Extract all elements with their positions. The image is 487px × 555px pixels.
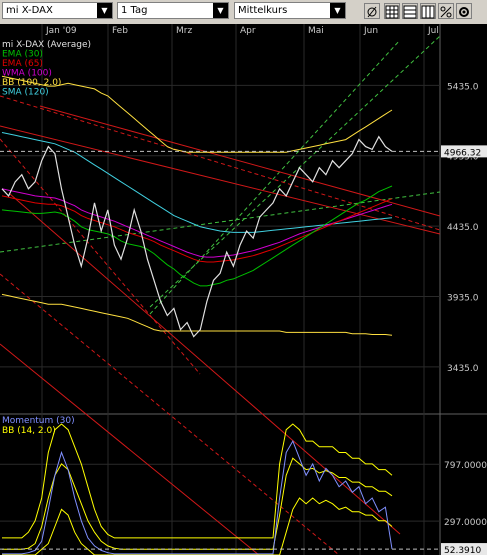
legend-entry: SMA (120) [2,88,49,98]
trend-line [149,35,441,308]
bb-upper-band [1,75,393,153]
momentum-legend-entry: BB (14, 2.0) [2,426,56,436]
month-label: Feb [112,26,128,36]
bb-lower-band [1,293,393,336]
grid-button-1[interactable] [384,3,400,19]
legend-entry: BB (100, 2.0) [2,78,61,88]
last-price-box [441,145,487,158]
month-label: Apr [240,26,256,36]
momentum-legend-entry: Momentum (30) [2,416,75,426]
stock-chart[interactable]: Jan '09 Feb Mrz Apr Mai Jun Jul 5435.0 4935.0 443… [0,24,487,555]
wma-100-line [1,188,393,258]
momentum-tick-label: 797.0000 [444,461,487,471]
price-tick-label: 5435.0 [447,82,479,92]
momentum-bb-upper [2,423,393,539]
month-label: Jan '09 [45,26,77,36]
price-tick-label: 3935.0 [447,293,479,303]
percent-button[interactable] [438,3,454,19]
grid-icon [385,5,399,19]
instrument-select-value: mi X-DAX [6,5,53,16]
momentum-line [2,439,393,555]
legend-entry: EMA (65) [2,59,43,69]
legend-entry: mi X-DAX (Average) [2,40,91,50]
price-line [1,135,393,338]
grid-button-3[interactable] [420,3,436,19]
period-select[interactable]: 1 Tag ▼ [117,2,229,19]
trend-line [9,193,401,535]
month-label: Jun [363,26,378,36]
settings-button[interactable] [456,3,472,19]
grid-button-2[interactable] [402,3,418,19]
ema-30-line [1,185,393,287]
price-tick-label: 3435.0 [447,364,479,374]
price-tick-label: 4435.0 [447,223,479,233]
price-basis-select[interactable]: Mittelkurs ▼ [234,2,346,19]
period-select-value: 1 Tag [121,5,148,16]
percent-icon [440,6,452,18]
last-momentum-box [441,543,487,555]
chevron-down-icon[interactable]: ▼ [330,3,345,18]
toolbar: mi X-DAX ▼ 1 Tag ▼ Mittelkurs ▼ [0,0,487,24]
last-momentum-label: 52.3910 [444,546,481,555]
zero-icon [367,6,377,18]
trend-line [0,138,201,375]
trend-line [149,39,401,315]
ema-65-line [1,195,393,263]
instrument-select[interactable]: mi X-DAX ▼ [2,2,113,19]
settings-icon [459,7,469,17]
grid-icon [421,5,435,19]
month-label: Jul [427,26,439,36]
price-tick-label: 4935.0 [447,153,479,163]
trend-line [0,125,441,235]
chevron-down-icon[interactable]: ▼ [97,3,112,18]
chart-background [0,24,487,555]
legend-entry: WMA (100) [2,69,52,79]
zero-line-button[interactable] [364,3,380,19]
chevron-down-icon[interactable]: ▼ [213,3,228,18]
month-label: Mrz [176,26,192,36]
last-price-label: 4966.32 [444,148,481,158]
momentum-tick-label: 297.0000 [444,518,487,528]
price-basis-select-value: Mittelkurs [238,5,288,16]
trend-line [0,343,260,555]
momentum-bb-lower [2,497,393,555]
legend-entry: EMA (30) [2,50,43,60]
month-label: Mai [308,26,324,36]
grid-icon [403,5,417,19]
trend-line [0,273,340,555]
trend-line [39,105,441,217]
